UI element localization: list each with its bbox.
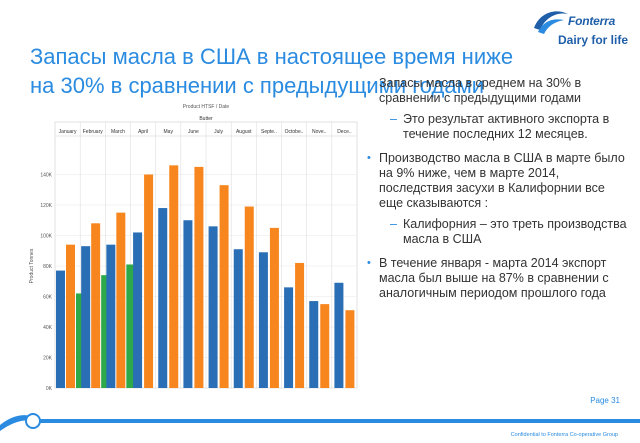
category-label: February: [83, 129, 104, 135]
y-tick-label: 120K: [40, 203, 52, 209]
bar-blue: [258, 252, 268, 388]
bullet-item: • В течение января - марта 2014 экспорт …: [367, 256, 629, 301]
dash-icon: –: [390, 112, 397, 126]
y-tick-label: 60K: [43, 295, 53, 301]
bar-orange: [116, 212, 126, 388]
fonterra-logo: Fonterra Dairy for life: [530, 6, 634, 58]
bar-blue: [81, 246, 91, 388]
bar-blue: [183, 220, 193, 388]
bar-orange: [91, 223, 101, 388]
bar-blue: [106, 244, 116, 388]
logo-swoosh-icon: [534, 11, 568, 34]
bullet-item: • Запасы масла в среднем на 30% в сравне…: [367, 76, 629, 142]
bar-orange: [320, 304, 330, 388]
bar-blue: [158, 208, 168, 388]
confidential-note: Confidential to Fonterra Co-operative Gr…: [510, 432, 618, 438]
category-label: March: [111, 129, 125, 135]
category-label: Octobe..: [285, 129, 304, 135]
chart-svg: Product HTSF / Date Butter 0K 20K 40K 60K 80K 1…: [29, 104, 358, 392]
bar-orange: [144, 174, 154, 388]
bar-orange: [66, 244, 75, 388]
y-tick-label: 0K: [46, 386, 53, 392]
y-axis-label: Product Tonnes: [29, 248, 35, 283]
bar-blue: [334, 282, 344, 388]
dash-icon: –: [390, 217, 397, 231]
brand-name: Fonterra: [568, 14, 616, 28]
category-label: July: [214, 129, 223, 135]
slide-title: Запасы масла в США в настоящее время ниж…: [30, 42, 514, 100]
brand-tagline: Dairy for life: [558, 33, 629, 47]
category-label: August: [236, 129, 252, 135]
bar-blue: [284, 287, 294, 388]
butter-chart: Product HTSF / Date Butter 0K 20K 40K 60K 80K 1…: [25, 98, 365, 401]
footer-bar: [0, 407, 640, 443]
category-label: January: [59, 129, 77, 135]
title-line-1: Запасы масла в США в настоящее время ниж…: [30, 44, 514, 69]
bar-blue: [56, 270, 65, 388]
bullet-dot-icon: •: [367, 257, 371, 269]
bullet-text: Запасы масла в среднем на 30% в сравнени…: [379, 76, 582, 105]
chart-subtitle: Butter: [199, 116, 213, 122]
bullet-item: • Производство масла в США в марте было …: [367, 151, 629, 247]
sub-bullet-text: Калифорния – это треть производства масл…: [403, 217, 627, 246]
sub-bullet-text: Это результат активного экспорта в течен…: [403, 112, 610, 141]
bar-orange: [295, 262, 305, 388]
y-tick-label: 20K: [43, 356, 53, 362]
chart-title: Product HTSF / Date: [183, 104, 230, 110]
bar-green: [76, 293, 85, 388]
bullet-text: В течение января - марта 2014 экспорт ма…: [379, 256, 609, 300]
bar-orange: [194, 166, 204, 388]
bullet-dot-icon: •: [367, 77, 371, 89]
sub-bullet-item: – Это результат активного экспорта в теч…: [379, 112, 629, 142]
category-label: Septe..: [261, 129, 277, 135]
bar-orange: [345, 310, 355, 388]
bar-green: [126, 264, 136, 388]
y-tick-label: 40K: [43, 325, 53, 331]
y-tick-label: 100K: [40, 234, 52, 240]
category-label: Dece..: [337, 129, 351, 135]
page-number: Page 31: [590, 396, 620, 405]
sub-bullet-item: – Калифорния – это треть производства ма…: [379, 217, 629, 247]
bar-orange: [244, 206, 254, 388]
bar-blue: [233, 249, 243, 388]
bar-orange: [219, 185, 229, 388]
category-label: May: [164, 129, 174, 135]
bar-blue: [309, 301, 319, 388]
category-label: April: [138, 129, 148, 135]
y-tick-label: 80K: [43, 264, 53, 270]
bullet-dot-icon: •: [367, 152, 371, 164]
bar-blue: [208, 226, 218, 388]
y-tick-label: 140K: [40, 173, 52, 179]
category-label: June: [188, 129, 199, 135]
bar-green: [101, 275, 111, 388]
category-label: Nove..: [312, 129, 326, 135]
bullet-list: • Запасы масла в среднем на 30% в сравне…: [367, 76, 629, 310]
title-line-2: на 30% в сравнении с предыдущими годами: [30, 73, 485, 98]
bar-blue: [133, 232, 143, 388]
bar-orange: [169, 165, 179, 388]
bar-orange: [269, 227, 279, 388]
bullet-text: Производство масла в США в марте было на…: [379, 151, 625, 210]
